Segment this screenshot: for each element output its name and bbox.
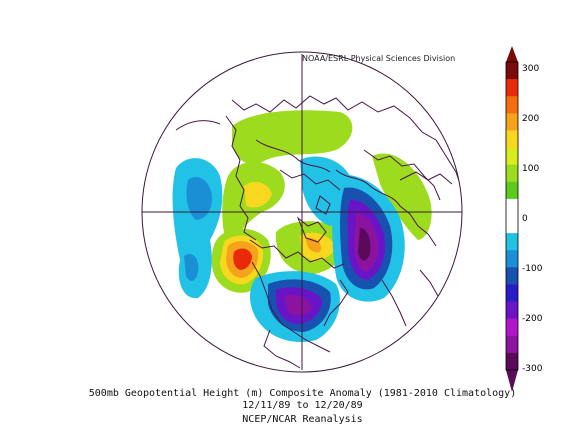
colorbar-cell bbox=[506, 250, 518, 268]
colorbar-cell bbox=[506, 352, 518, 371]
colorbar-top-arrow bbox=[506, 46, 518, 62]
coastlines bbox=[175, 95, 462, 369]
colorbar-cell bbox=[506, 113, 518, 131]
colorbar-cell bbox=[506, 267, 518, 285]
colorbar-cell bbox=[506, 198, 518, 217]
colorbar-cell bbox=[506, 96, 518, 114]
colorbar-cell bbox=[506, 62, 518, 80]
colorbar-cell bbox=[506, 233, 518, 251]
colorbar-cell bbox=[506, 79, 518, 97]
colorbar-cell bbox=[506, 318, 518, 337]
tick-label: 0 bbox=[522, 214, 528, 224]
caption-dates: 12/11/89 to 12/20/89 bbox=[242, 400, 363, 411]
tick-label: 200 bbox=[522, 114, 540, 124]
tick-label: -100 bbox=[522, 264, 543, 274]
credit-text: NOAA/ESRL Physical Sciences Division bbox=[302, 54, 456, 63]
colorbar-cell bbox=[506, 164, 518, 183]
colorbar-cell bbox=[506, 130, 518, 149]
colorbar-cell bbox=[506, 301, 518, 320]
tick-label: -200 bbox=[522, 314, 543, 324]
tick-label: 300 bbox=[522, 64, 540, 74]
colorbar-cell bbox=[506, 181, 518, 200]
colorbar-cell bbox=[506, 335, 518, 354]
colorbar bbox=[505, 46, 519, 392]
colorbar-cell bbox=[506, 147, 518, 166]
colorbar-cell bbox=[506, 284, 518, 303]
tick-label: 100 bbox=[522, 164, 540, 174]
anomaly-field bbox=[172, 110, 432, 342]
colorbar-cell bbox=[506, 216, 518, 234]
colorbar-bottom-arrow bbox=[506, 370, 518, 392]
caption-title: 500mb Geopotential Height (m) Composite … bbox=[88, 388, 517, 399]
caption-source: NCEP/NCAR Reanalysis bbox=[242, 414, 363, 425]
tick-label: -300 bbox=[522, 364, 543, 374]
